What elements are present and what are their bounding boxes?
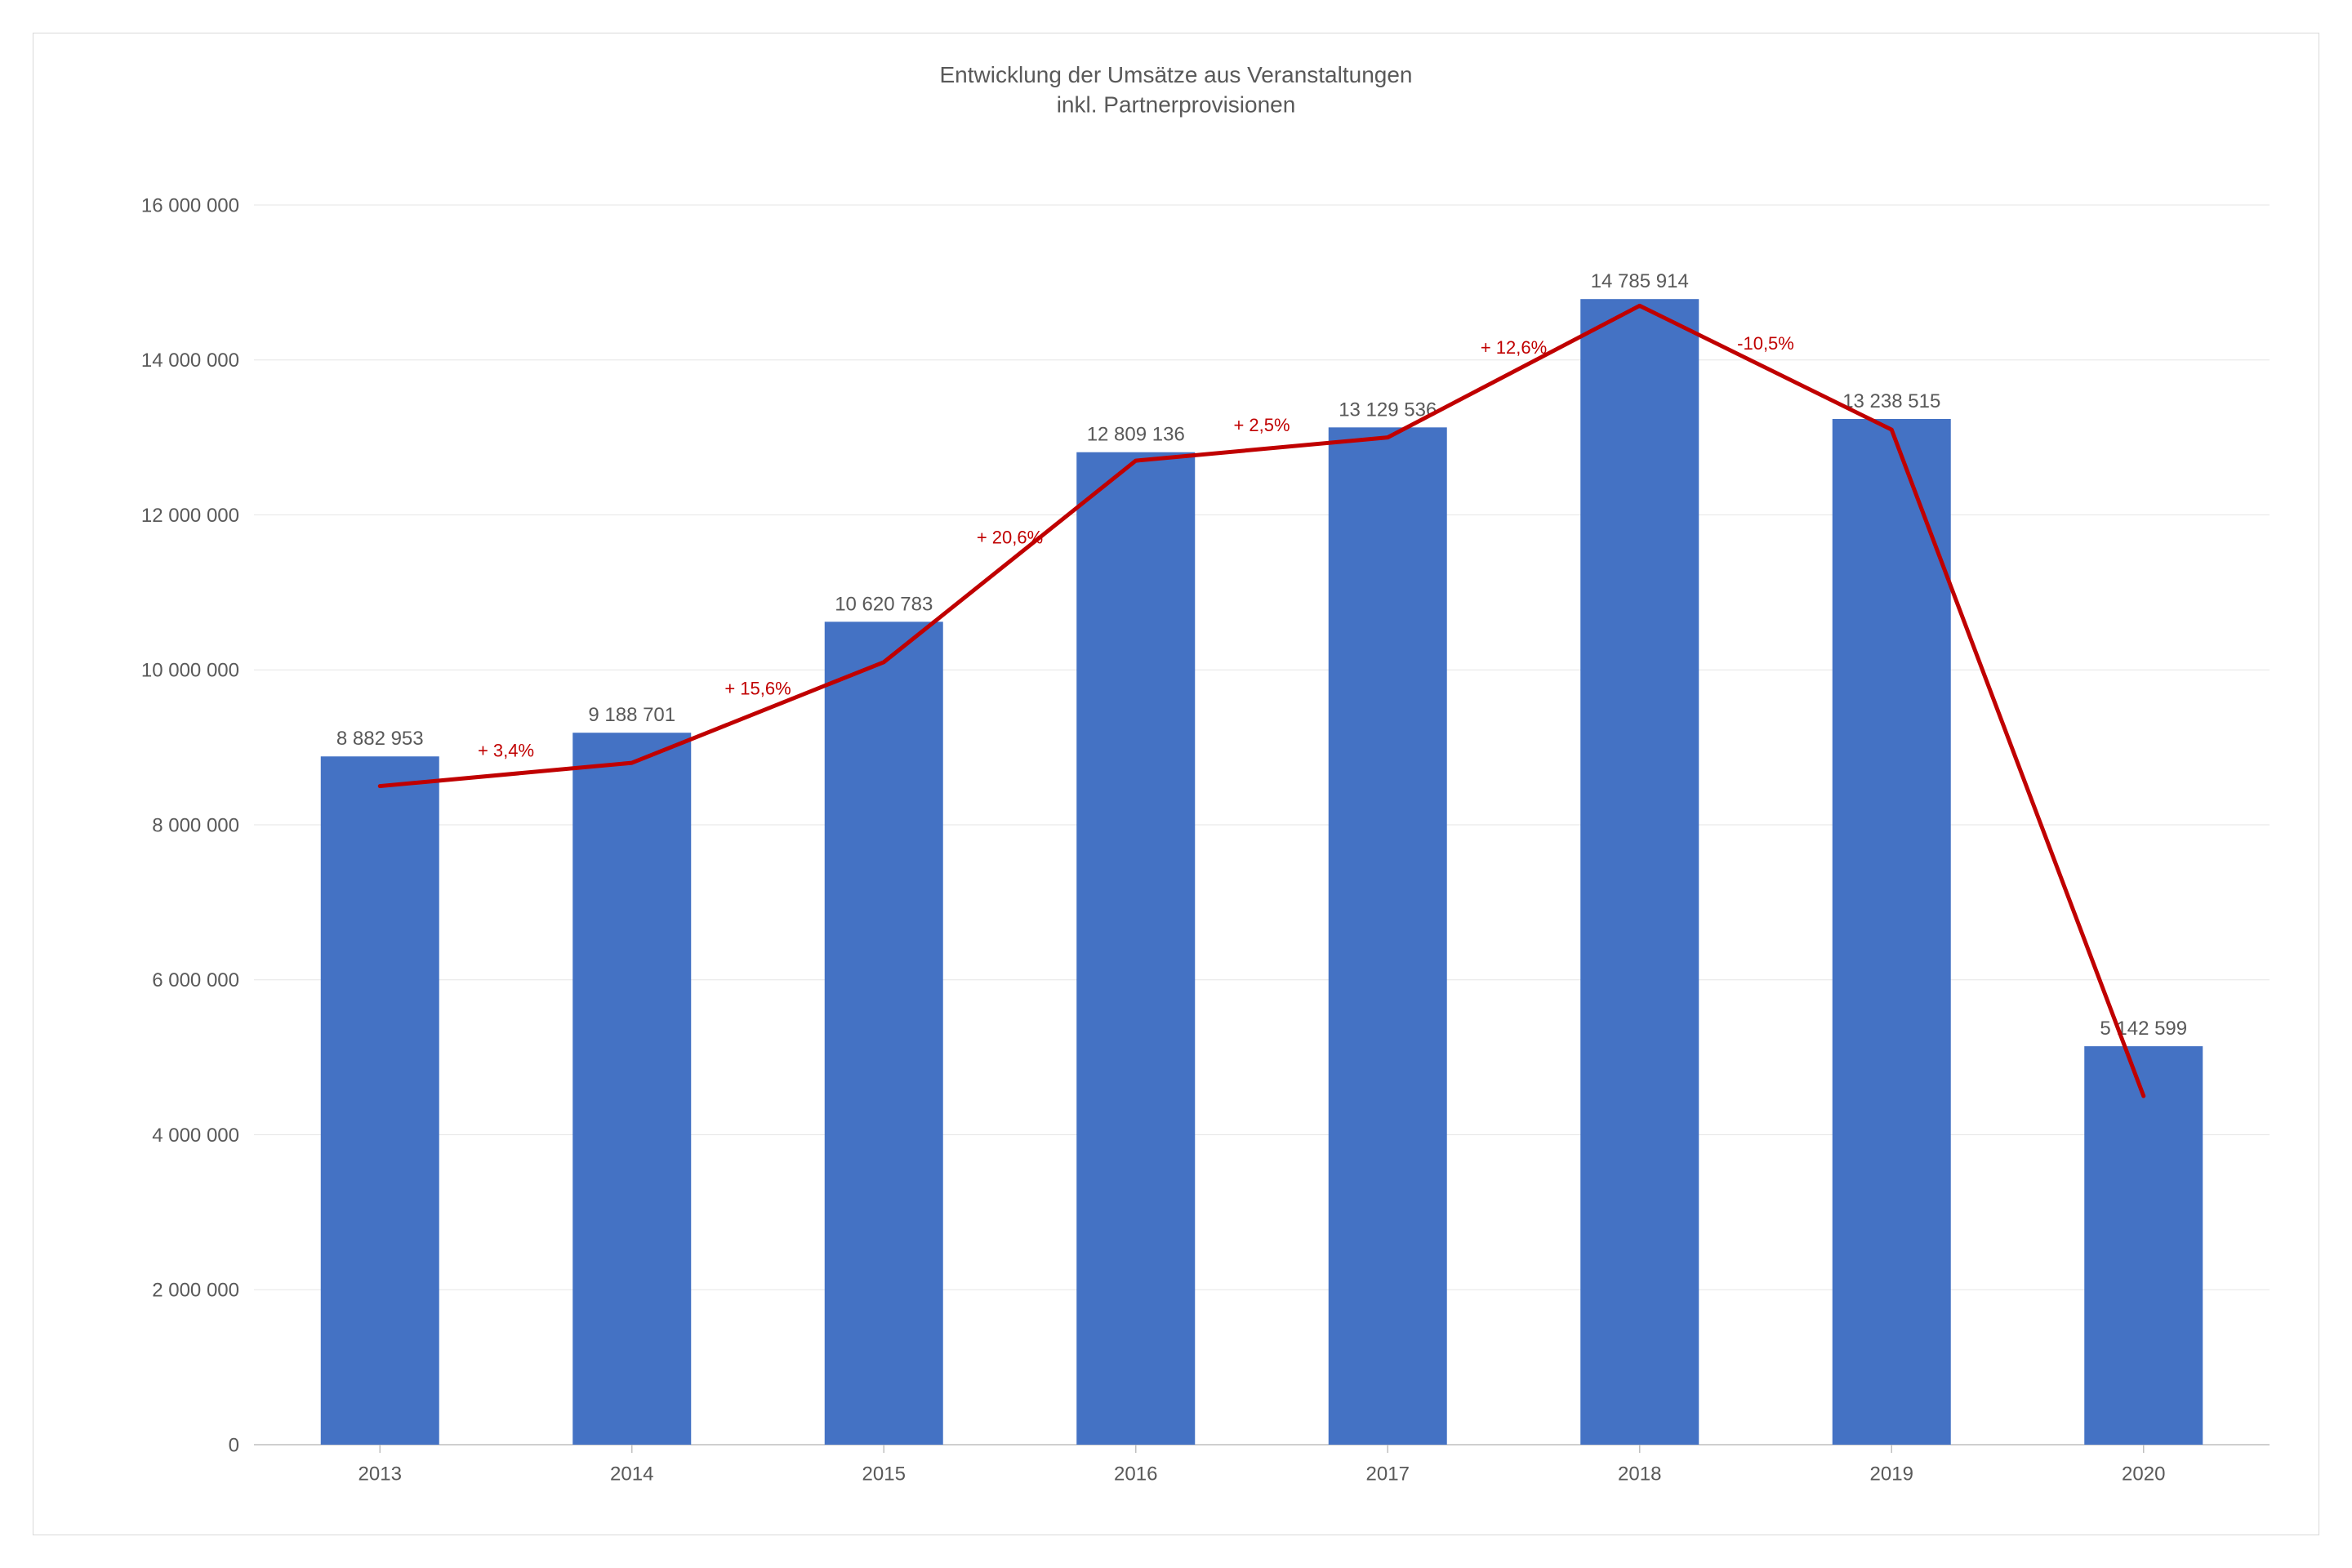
bar: [1076, 452, 1195, 1445]
bar: [825, 621, 943, 1445]
y-axis-label: 16 000 000: [141, 194, 239, 216]
percent-change-label: + 3,4%: [478, 740, 534, 760]
chart-title-line2: inkl. Partnerprovisionen: [1057, 91, 1296, 117]
bar-value-label: 8 882 953: [336, 728, 424, 750]
bar: [1580, 299, 1699, 1445]
bar: [1329, 427, 1447, 1445]
y-axis-label: 6 000 000: [152, 969, 239, 991]
x-axis-label: 2017: [1366, 1463, 1410, 1486]
bar: [572, 733, 691, 1445]
bar-value-label: 14 785 914: [1591, 270, 1689, 292]
bar-value-label: 9 188 701: [588, 704, 675, 726]
bar: [2084, 1046, 2203, 1445]
bar: [1833, 419, 1951, 1445]
x-axis-label: 2014: [610, 1463, 653, 1486]
y-axis-label: 8 000 000: [152, 814, 239, 836]
y-axis-label: 12 000 000: [141, 505, 239, 527]
y-axis-label: 2 000 000: [152, 1280, 239, 1302]
chart-title-line1: Entwicklung der Umsätze aus Veranstaltun…: [940, 62, 1413, 87]
bar-value-label: 13 238 515: [1842, 390, 1940, 412]
x-axis-label: 2018: [1618, 1463, 1661, 1486]
percent-change-label: + 2,5%: [1233, 415, 1290, 435]
percent-change-label: -10,5%: [1737, 333, 1794, 354]
x-axis-label: 2020: [2122, 1463, 2165, 1486]
x-axis-label: 2019: [1870, 1463, 1913, 1486]
x-axis-label: 2013: [359, 1463, 402, 1486]
x-axis-label: 2015: [862, 1463, 906, 1486]
y-axis-label: 14 000 000: [141, 350, 239, 372]
x-axis-label: 2016: [1114, 1463, 1157, 1486]
y-axis-label: 4 000 000: [152, 1125, 239, 1147]
revenue-chart: Entwicklung der Umsätze aus Veranstaltun…: [33, 33, 2319, 1535]
bar: [321, 756, 439, 1445]
chart-canvas: Entwicklung der Umsätze aus Veranstaltun…: [33, 33, 2319, 1535]
percent-change-label: + 12,6%: [1481, 337, 1547, 358]
y-axis-label: 0: [229, 1434, 239, 1456]
bar-value-label: 12 809 136: [1087, 424, 1185, 446]
percent-change-label: + 15,6%: [724, 678, 791, 698]
y-axis-label: 10 000 000: [141, 660, 239, 682]
bar-value-label: 10 620 783: [835, 593, 933, 615]
percent-change-label: + 20,6%: [977, 527, 1043, 547]
